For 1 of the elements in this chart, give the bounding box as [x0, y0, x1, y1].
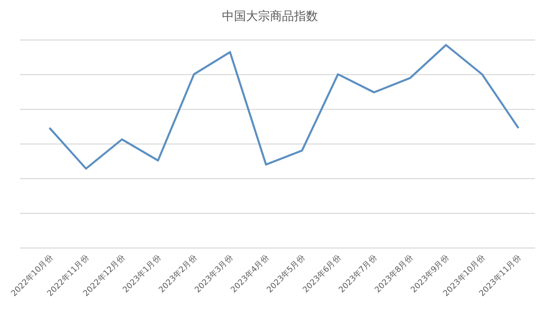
chart-title: 中国大宗商品指数: [222, 9, 318, 23]
